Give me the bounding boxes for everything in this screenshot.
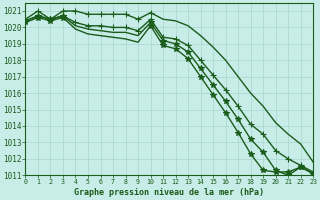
X-axis label: Graphe pression niveau de la mer (hPa): Graphe pression niveau de la mer (hPa) — [74, 188, 264, 197]
